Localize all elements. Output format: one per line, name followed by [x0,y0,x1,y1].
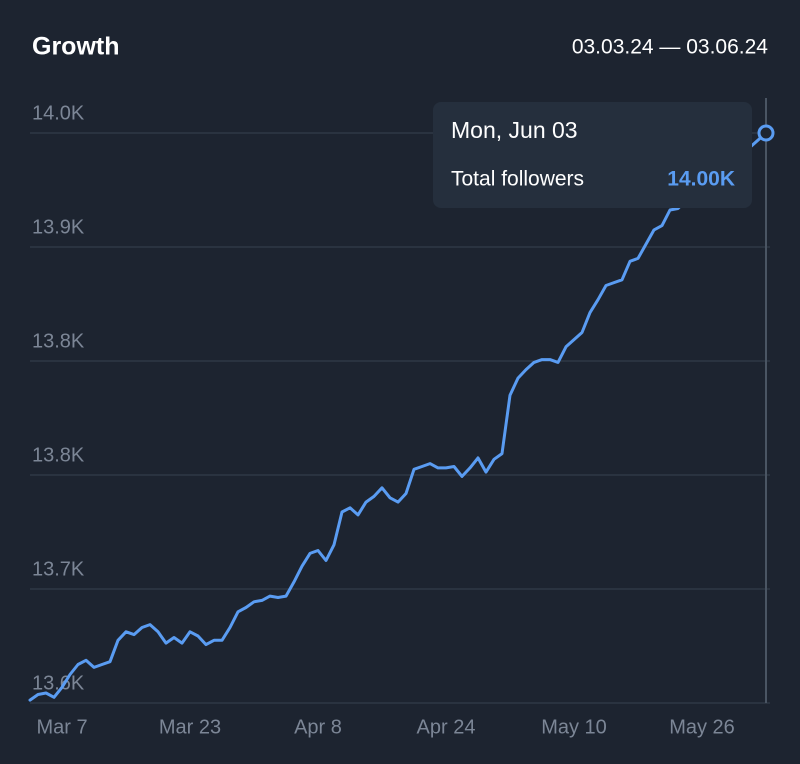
date-range: 03.03.24 — 03.06.24 [572,36,768,59]
tooltip-value: 14.00K [667,168,735,191]
x-tick-label: Apr 8 [294,716,342,738]
x-tick-label: May 26 [669,716,735,738]
y-tick-label: 13.8K [32,330,85,352]
x-tick-label: Mar 7 [36,716,87,738]
line [28,131,768,702]
tooltip-box [433,102,752,208]
y-tick-label: 14.0K [32,102,85,124]
highlight-point [757,124,775,142]
y-tick-label: 13.6K [32,672,85,694]
chart-title: Growth [32,33,120,61]
y-tick-label: 13.8K [32,444,85,466]
x-tick-label: Mar 23 [159,716,221,738]
y-tick-label: 13.9K [32,216,85,238]
tooltip-series: Total followers [451,168,584,191]
x-tick-label: May 10 [541,716,607,738]
x-tick-label: Apr 24 [417,716,476,738]
y-tick-label: 13.7K [32,558,85,580]
tooltip-title: Mon, Jun 03 [451,117,578,143]
